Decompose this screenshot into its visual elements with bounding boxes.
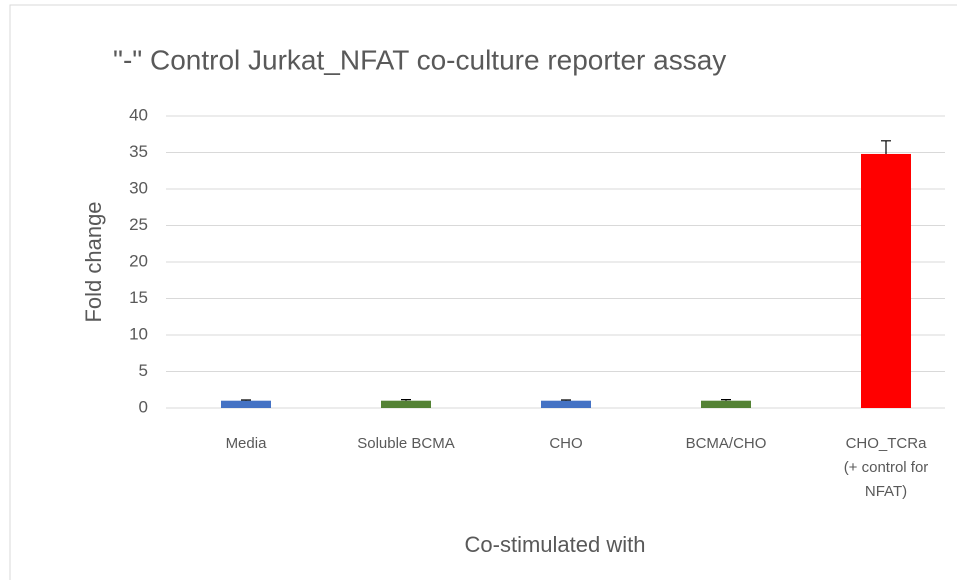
x-tick-label: CHO_TCRa [846,435,928,452]
y-tick-label: 20 [129,251,148,270]
x-tick-label: (+ control for [844,459,929,476]
chart-border [9,4,957,580]
y-tick-label: 10 [129,324,148,343]
y-tick-label: 40 [129,105,148,124]
y-tick-label: 25 [129,215,148,234]
bar [221,400,271,408]
error-bar [881,140,891,154]
x-tick-label: Media [226,435,268,452]
y-tick-label: 15 [129,288,148,307]
error-bar [721,399,731,401]
y-tick-label: 35 [129,142,148,161]
chart-title: "-" Control Jurkat_NFAT co-culture repor… [113,44,726,75]
error-bar [561,399,571,401]
bar [701,400,751,408]
x-tick-label: CHO [549,435,582,452]
x-axis-label: Co-stimulated with [465,532,646,557]
error-bar [401,399,411,401]
y-tick-label: 0 [139,397,148,416]
y-tick-label: 30 [129,178,148,197]
bar [861,153,911,408]
bar [541,400,591,408]
x-tick-label: NFAT) [865,483,907,500]
error-bar [241,399,251,401]
x-tick-label: BCMA/CHO [686,435,767,452]
x-tick-label: Soluble BCMA [357,435,455,452]
bar [381,400,431,408]
y-tick-label: 5 [139,361,148,380]
y-axis-label: Fold change [81,201,106,322]
